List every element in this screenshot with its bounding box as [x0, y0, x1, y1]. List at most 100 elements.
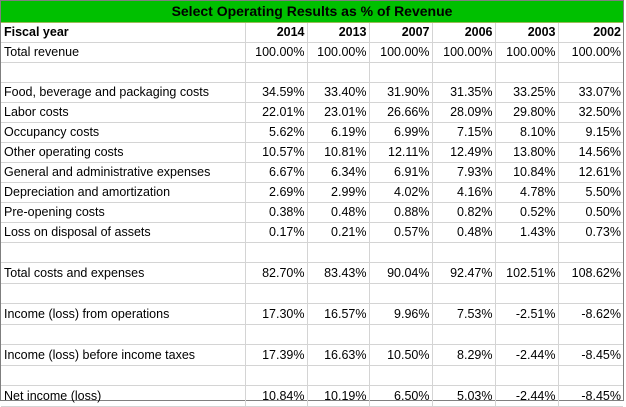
value-cell[interactable]: 0.21% — [307, 222, 370, 243]
fiscal-year-label[interactable]: Fiscal year — [1, 23, 246, 43]
value-cell[interactable]: 2.99% — [307, 182, 370, 203]
row-label[interactable]: Depreciation and amortization — [1, 182, 246, 203]
value-cell[interactable]: 32.50% — [558, 102, 623, 123]
value-cell[interactable]: 6.67% — [245, 162, 308, 183]
value-cell[interactable]: 0.82% — [432, 202, 496, 223]
value-cell[interactable]: 90.04% — [369, 262, 433, 284]
value-cell[interactable]: 100.00% — [307, 42, 370, 63]
row-label[interactable]: Pre-opening costs — [1, 202, 246, 223]
value-cell[interactable]: 6.91% — [369, 162, 433, 183]
year-cell[interactable]: 2006 — [432, 23, 496, 43]
value-cell[interactable]: 23.01% — [307, 102, 370, 123]
row-label[interactable]: Food, beverage and packaging costs — [1, 82, 246, 103]
value-cell[interactable]: 10.57% — [245, 142, 308, 163]
value-cell[interactable]: -8.45% — [558, 385, 623, 407]
value-cell[interactable]: 0.57% — [369, 222, 433, 243]
value-cell[interactable]: 4.78% — [495, 182, 559, 203]
value-cell[interactable]: 8.10% — [495, 122, 559, 143]
value-cell[interactable]: 100.00% — [432, 42, 496, 63]
year-cell[interactable]: 2003 — [495, 23, 559, 43]
value-cell[interactable]: 10.81% — [307, 142, 370, 163]
value-cell[interactable]: 0.17% — [245, 222, 308, 243]
year-cell[interactable]: 2013 — [307, 23, 370, 43]
value-cell[interactable]: 6.34% — [307, 162, 370, 183]
value-cell[interactable]: 9.15% — [558, 122, 623, 143]
table-row: Total costs and expenses 82.70% 83.43% 90.0… — [1, 262, 623, 284]
value-cell[interactable]: 28.09% — [432, 102, 496, 123]
value-cell[interactable]: 0.52% — [495, 202, 559, 223]
value-cell[interactable]: 16.57% — [307, 303, 370, 325]
value-cell[interactable]: 26.66% — [369, 102, 433, 123]
value-cell[interactable]: 10.50% — [369, 344, 433, 366]
value-cell[interactable]: 1.43% — [495, 222, 559, 243]
value-cell[interactable]: 33.07% — [558, 82, 623, 103]
value-cell[interactable]: 83.43% — [307, 262, 370, 284]
value-cell[interactable]: 5.50% — [558, 182, 623, 203]
value-cell[interactable]: 34.59% — [245, 82, 308, 103]
row-label[interactable]: Labor costs — [1, 102, 246, 123]
value-cell[interactable]: 7.53% — [432, 303, 496, 325]
value-cell[interactable]: 5.03% — [432, 385, 496, 407]
value-cell[interactable]: 7.93% — [432, 162, 496, 183]
value-cell[interactable]: 0.48% — [307, 202, 370, 223]
value-cell[interactable]: 31.35% — [432, 82, 496, 103]
value-cell[interactable]: 7.15% — [432, 122, 496, 143]
value-cell[interactable]: 10.84% — [495, 162, 559, 183]
value-cell[interactable]: 9.96% — [369, 303, 433, 325]
value-cell[interactable]: 10.19% — [307, 385, 370, 407]
row-label[interactable]: Income (loss) before income taxes — [1, 344, 246, 366]
row-label[interactable]: Total costs and expenses — [1, 262, 246, 284]
row-label[interactable]: Other operating costs — [1, 142, 246, 163]
value-cell[interactable]: 16.63% — [307, 344, 370, 366]
value-cell[interactable]: 102.51% — [495, 262, 559, 284]
value-cell[interactable]: 12.11% — [369, 142, 433, 163]
value-cell[interactable]: 4.02% — [369, 182, 433, 203]
value-cell[interactable]: 33.40% — [307, 82, 370, 103]
table-row: General and administrative expenses 6.67%… — [1, 162, 623, 183]
row-label[interactable]: Occupancy costs — [1, 122, 246, 143]
value-cell[interactable]: 100.00% — [245, 42, 308, 63]
value-cell[interactable]: 82.70% — [245, 262, 308, 284]
value-cell[interactable]: 100.00% — [369, 42, 433, 63]
value-cell[interactable]: 0.88% — [369, 202, 433, 223]
value-cell[interactable]: -8.45% — [558, 344, 623, 366]
value-cell[interactable]: 8.29% — [432, 344, 496, 366]
value-cell[interactable]: 12.49% — [432, 142, 496, 163]
value-cell[interactable]: 6.50% — [369, 385, 433, 407]
value-cell[interactable]: 92.47% — [432, 262, 496, 284]
value-cell[interactable]: 108.62% — [558, 262, 623, 284]
value-cell[interactable]: -2.44% — [495, 385, 559, 407]
value-cell[interactable]: 12.61% — [558, 162, 623, 183]
value-cell[interactable]: 14.56% — [558, 142, 623, 163]
value-cell[interactable]: 6.19% — [307, 122, 370, 143]
value-cell[interactable]: 17.39% — [245, 344, 308, 366]
value-cell[interactable]: 5.62% — [245, 122, 308, 143]
value-cell[interactable]: 4.16% — [432, 182, 496, 203]
year-cell[interactable]: 2014 — [245, 23, 308, 43]
row-label[interactable]: Loss on disposal of assets — [1, 222, 246, 243]
value-cell[interactable]: 2.69% — [245, 182, 308, 203]
value-cell[interactable]: 22.01% — [245, 102, 308, 123]
value-cell[interactable]: 10.84% — [245, 385, 308, 407]
value-cell[interactable]: 0.38% — [245, 202, 308, 223]
value-cell[interactable]: 0.48% — [432, 222, 496, 243]
row-label[interactable]: General and administrative expenses — [1, 162, 246, 183]
value-cell[interactable]: -8.62% — [558, 303, 623, 325]
row-label[interactable]: Net income (loss) — [1, 385, 246, 407]
value-cell[interactable]: 13.80% — [495, 142, 559, 163]
value-cell[interactable]: 0.50% — [558, 202, 623, 223]
year-cell[interactable]: 2002 — [558, 23, 623, 43]
value-cell[interactable]: 100.00% — [495, 42, 559, 63]
row-label[interactable]: Income (loss) from operations — [1, 303, 246, 325]
year-cell[interactable]: 2007 — [369, 23, 433, 43]
value-cell[interactable]: 0.73% — [558, 222, 623, 243]
value-cell[interactable]: 100.00% — [558, 42, 623, 63]
value-cell[interactable]: 33.25% — [495, 82, 559, 103]
value-cell[interactable]: -2.44% — [495, 344, 559, 366]
row-label[interactable]: Total revenue — [1, 42, 246, 63]
value-cell[interactable]: 6.99% — [369, 122, 433, 143]
value-cell[interactable]: 17.30% — [245, 303, 308, 325]
value-cell[interactable]: 31.90% — [369, 82, 433, 103]
value-cell[interactable]: -2.51% — [495, 303, 559, 325]
value-cell[interactable]: 29.80% — [495, 102, 559, 123]
